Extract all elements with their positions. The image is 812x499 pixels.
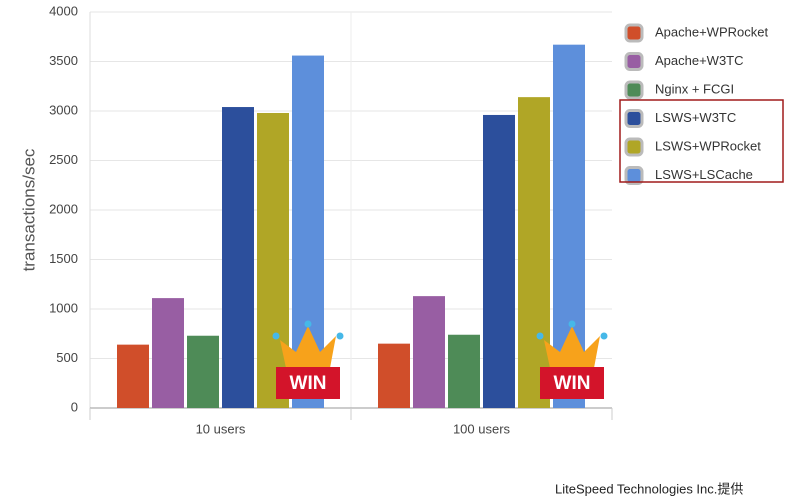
legend-label: Apache+WPRocket: [655, 24, 768, 39]
legend-label: LSWS+W3TC: [655, 110, 736, 125]
y-tick-label: 3500: [49, 53, 78, 68]
legend-label: Apache+W3TC: [655, 53, 744, 68]
legend-swatch: [624, 166, 644, 185]
legend-label: LSWS+WPRocket: [655, 138, 761, 153]
y-tick-label: 500: [56, 350, 78, 365]
bar: [257, 112, 289, 408]
win-badge: WIN: [272, 320, 344, 399]
bar: [413, 296, 445, 408]
bar: [483, 114, 515, 409]
legend-label: Nginx + FCGI: [655, 81, 734, 96]
bar: [518, 97, 550, 408]
x-tick-label: 10 users: [196, 421, 246, 436]
y-tick-label: 0: [71, 399, 78, 414]
y-tick-label: 2000: [49, 201, 78, 216]
legend-swatch: [624, 137, 644, 157]
y-axis-label: transactions/sec: [19, 148, 38, 271]
y-tick-label: 4000: [49, 3, 78, 18]
bar: [117, 344, 149, 408]
legend-swatch: [624, 52, 644, 71]
legend-label: LSWS+LSCache: [655, 167, 753, 182]
bar: [448, 334, 480, 408]
legend-highlight: [619, 99, 784, 183]
plot: 0 500 1000 1500 2000 2500 3000 3500 4000 10 users…: [49, 3, 613, 436]
legend-swatch: [624, 23, 644, 43]
x-tick-label: 100 users: [453, 421, 511, 436]
source: LiteSpeed Technologies Inc.提供: [555, 481, 743, 496]
y-tick-label: 1000: [49, 300, 78, 315]
y-tick-label: 1500: [49, 251, 78, 266]
legend-swatch: [624, 80, 644, 100]
bar: [187, 335, 219, 408]
y-tick-label: 2500: [49, 152, 78, 167]
bar: [378, 343, 410, 408]
win-badge: WIN: [536, 320, 608, 399]
badge-text: WIN: [290, 373, 327, 394]
bar: [152, 298, 184, 408]
badge-text: WIN: [554, 373, 591, 394]
bar: [222, 107, 254, 408]
y-tick-label: 3000: [49, 102, 78, 117]
legend-swatch: [624, 109, 644, 128]
